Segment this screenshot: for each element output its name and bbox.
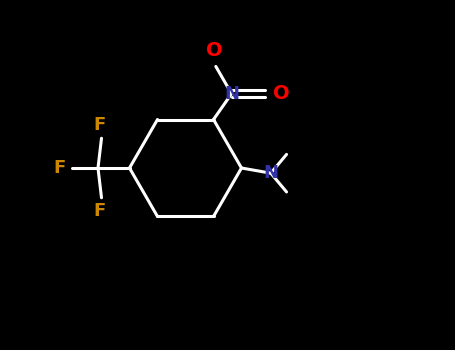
Text: N: N bbox=[224, 85, 239, 103]
Text: F: F bbox=[94, 202, 106, 220]
Text: O: O bbox=[273, 84, 289, 103]
Text: F: F bbox=[94, 116, 106, 134]
Text: N: N bbox=[263, 164, 278, 182]
Text: O: O bbox=[206, 41, 222, 60]
Text: F: F bbox=[53, 159, 66, 177]
